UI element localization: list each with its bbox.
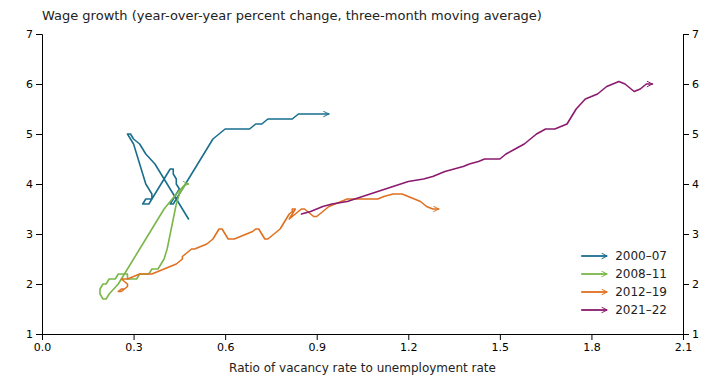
tick: 4 [683, 178, 699, 191]
tick-mark [225, 334, 226, 340]
tick-mark [683, 334, 689, 335]
series-line [118, 194, 439, 292]
tick-mark [36, 84, 42, 85]
plot-area [100, 82, 652, 300]
tick-mark [683, 134, 689, 135]
legend-swatch [581, 291, 607, 293]
tick-mark [36, 34, 42, 35]
series-line [127, 114, 328, 219]
tick-label: 5 [26, 128, 33, 141]
tick: 0.0 [34, 334, 52, 354]
tick-label: 3 [26, 228, 33, 241]
x-axis-title: Ratio of vacancy rate to unemployment ra… [229, 361, 496, 375]
title: Wage growth (year-over-year percent chan… [42, 8, 542, 23]
tick-mark [500, 334, 501, 340]
tick-label: 6 [26, 78, 33, 91]
legend: 2000–07 2008–11 2012–19 2021–22 [581, 249, 667, 317]
tick: 2 [683, 278, 699, 291]
tick-label: 2 [26, 278, 33, 291]
tick-label: 1 [26, 328, 33, 341]
tick: 2.1 [675, 334, 693, 354]
tick: 1.5 [492, 334, 510, 354]
legend-item: 2012–19 [581, 285, 667, 299]
tick: 0.6 [217, 334, 235, 354]
tick-label: 4 [692, 178, 699, 191]
tick: 0.9 [308, 334, 326, 354]
series-line [301, 82, 652, 215]
x-axis: 0.0 0.3 0.6 0.9 1.2 1.5 1.8 2.1 [34, 334, 693, 354]
tick: 1 [683, 328, 699, 341]
legend-swatch [581, 273, 607, 275]
tick-label: 0.6 [217, 341, 235, 354]
tick: 2 [26, 278, 42, 291]
legend-label: 2000–07 [615, 249, 667, 263]
tick: 1.8 [583, 334, 601, 354]
legend-swatch [581, 255, 607, 257]
tick-label: 1.5 [492, 341, 510, 354]
tick-label: 1 [692, 328, 699, 341]
tick-mark [683, 34, 689, 35]
tick-mark [36, 184, 42, 185]
tick: 1 [26, 328, 42, 341]
tick: 6 [683, 78, 699, 91]
axis-line [684, 35, 690, 335]
tick-mark [683, 84, 689, 85]
tick-label: 7 [692, 28, 699, 41]
tick-mark [683, 184, 689, 185]
legend-label: 2008–11 [615, 267, 667, 281]
legend-swatch [581, 309, 607, 311]
tick: 3 [683, 228, 699, 241]
tick-mark [591, 334, 592, 340]
tick: 7 [683, 28, 699, 41]
tick: 4 [26, 178, 42, 191]
legend-item: 2021–22 [581, 303, 667, 317]
tick: 3 [26, 228, 42, 241]
tick: 6 [26, 78, 42, 91]
chart: 0.00.30.60.91.21.51.82.112345671234567Wa… [0, 0, 725, 380]
tick-mark [317, 334, 318, 340]
tick-mark [36, 134, 42, 135]
tick-mark [683, 284, 689, 285]
axis-line [43, 335, 684, 341]
tick-label: 0.0 [34, 341, 52, 354]
tick: 7 [26, 28, 42, 41]
tick-mark [36, 334, 42, 335]
tick-label: 2.1 [675, 341, 693, 354]
tick-label: 1.8 [583, 341, 601, 354]
series-line [100, 184, 189, 299]
y2-axis: 1 2 3 4 5 6 7 [683, 28, 699, 341]
tick-mark [683, 234, 689, 235]
tick-label: 1.2 [400, 341, 418, 354]
tick: 1.2 [400, 334, 418, 354]
y-axis: 1 2 3 4 5 6 7 [26, 28, 43, 341]
tick-label: 5 [692, 128, 699, 141]
tick: 5 [683, 128, 699, 141]
axis-line [36, 35, 43, 335]
tick-mark [36, 234, 42, 235]
tick-label: 4 [26, 178, 33, 191]
tick: 0.3 [125, 334, 143, 354]
legend-item: 2000–07 [581, 249, 667, 263]
legend-label: 2021–22 [615, 303, 667, 317]
tick-mark [134, 334, 135, 340]
tick-mark [36, 284, 42, 285]
tick-label: 6 [692, 78, 699, 91]
tick-label: 7 [26, 28, 33, 41]
tick-label: 2 [692, 278, 699, 291]
legend-item: 2008–11 [581, 267, 667, 281]
legend-label: 2012–19 [615, 285, 667, 299]
tick-label: 0.3 [125, 341, 143, 354]
tick-label: 0.9 [308, 341, 326, 354]
tick-mark [408, 334, 409, 340]
tick: 5 [26, 128, 42, 141]
tick-label: 3 [692, 228, 699, 241]
